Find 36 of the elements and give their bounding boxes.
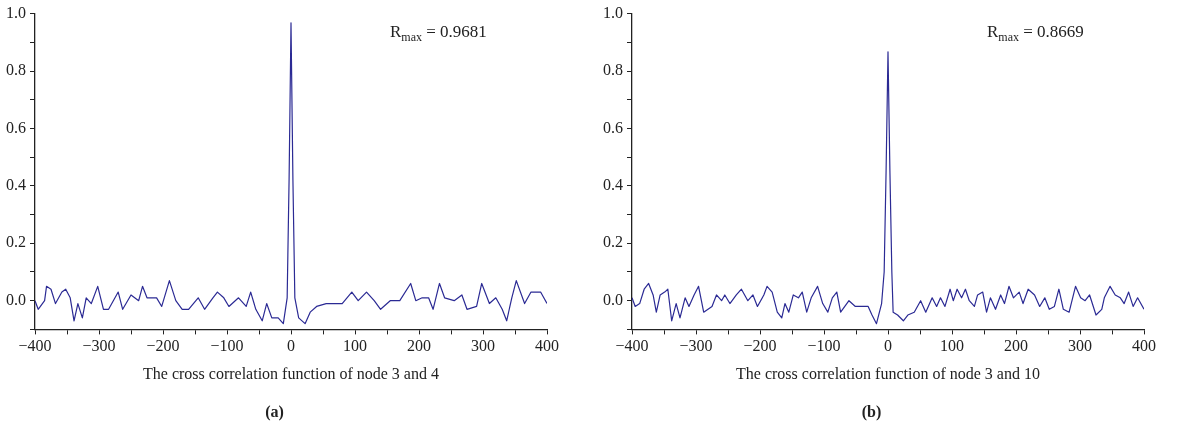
annotation: R$_{max}$ = 0.8669: [987, 22, 1084, 46]
x-tick-label: 100: [343, 337, 367, 355]
x-tick-label: −100: [807, 337, 841, 355]
y-tick-label: 0.4: [603, 176, 623, 194]
x-tick-label: −200: [743, 337, 777, 355]
y-tick-label: 1.0: [603, 3, 623, 21]
x-axis-title: The cross correlation function of node 3 and 4: [143, 365, 439, 383]
x-tick-label: −400: [18, 337, 52, 355]
x-axis-title: The cross correlation function of node 3 and 10: [736, 365, 1040, 383]
y-tick-label: 0.8: [603, 61, 623, 79]
x-tick-label: 100: [940, 337, 964, 355]
x-tick-label: 0: [287, 337, 295, 355]
y-tick-label: 0.0: [603, 290, 623, 308]
x-tick-label: −400: [615, 337, 649, 355]
y-tick-label: 0.2: [6, 233, 26, 251]
x-tick-label: −300: [679, 337, 713, 355]
y-tick-label: 0.2: [603, 233, 623, 251]
x-tick-label: 200: [407, 337, 431, 355]
y-tick-label: 0.0: [6, 290, 26, 308]
y-tick-label: 0.8: [6, 61, 26, 79]
x-tick-label: 300: [471, 337, 495, 355]
x-tick-label: −300: [82, 337, 116, 355]
y-tick-label: 0.4: [6, 176, 26, 194]
y-tick-label: 0.6: [6, 118, 26, 136]
annotation: R$_{max}$ = 0.9681: [390, 22, 487, 46]
text: (b): [861, 402, 882, 421]
x-tick-label: 200: [1004, 337, 1028, 355]
x-tick-label: 400: [1132, 337, 1156, 355]
x-tick-label: −100: [210, 337, 244, 355]
x-tick-label: 400: [535, 337, 559, 355]
y-tick-label: 0.6: [603, 118, 623, 136]
x-tick-label: −200: [146, 337, 180, 355]
y-tick-label: 1.0: [6, 3, 26, 21]
text: (a): [265, 402, 284, 421]
x-tick-label: 300: [1068, 337, 1092, 355]
x-tick-label: 0: [884, 337, 892, 355]
